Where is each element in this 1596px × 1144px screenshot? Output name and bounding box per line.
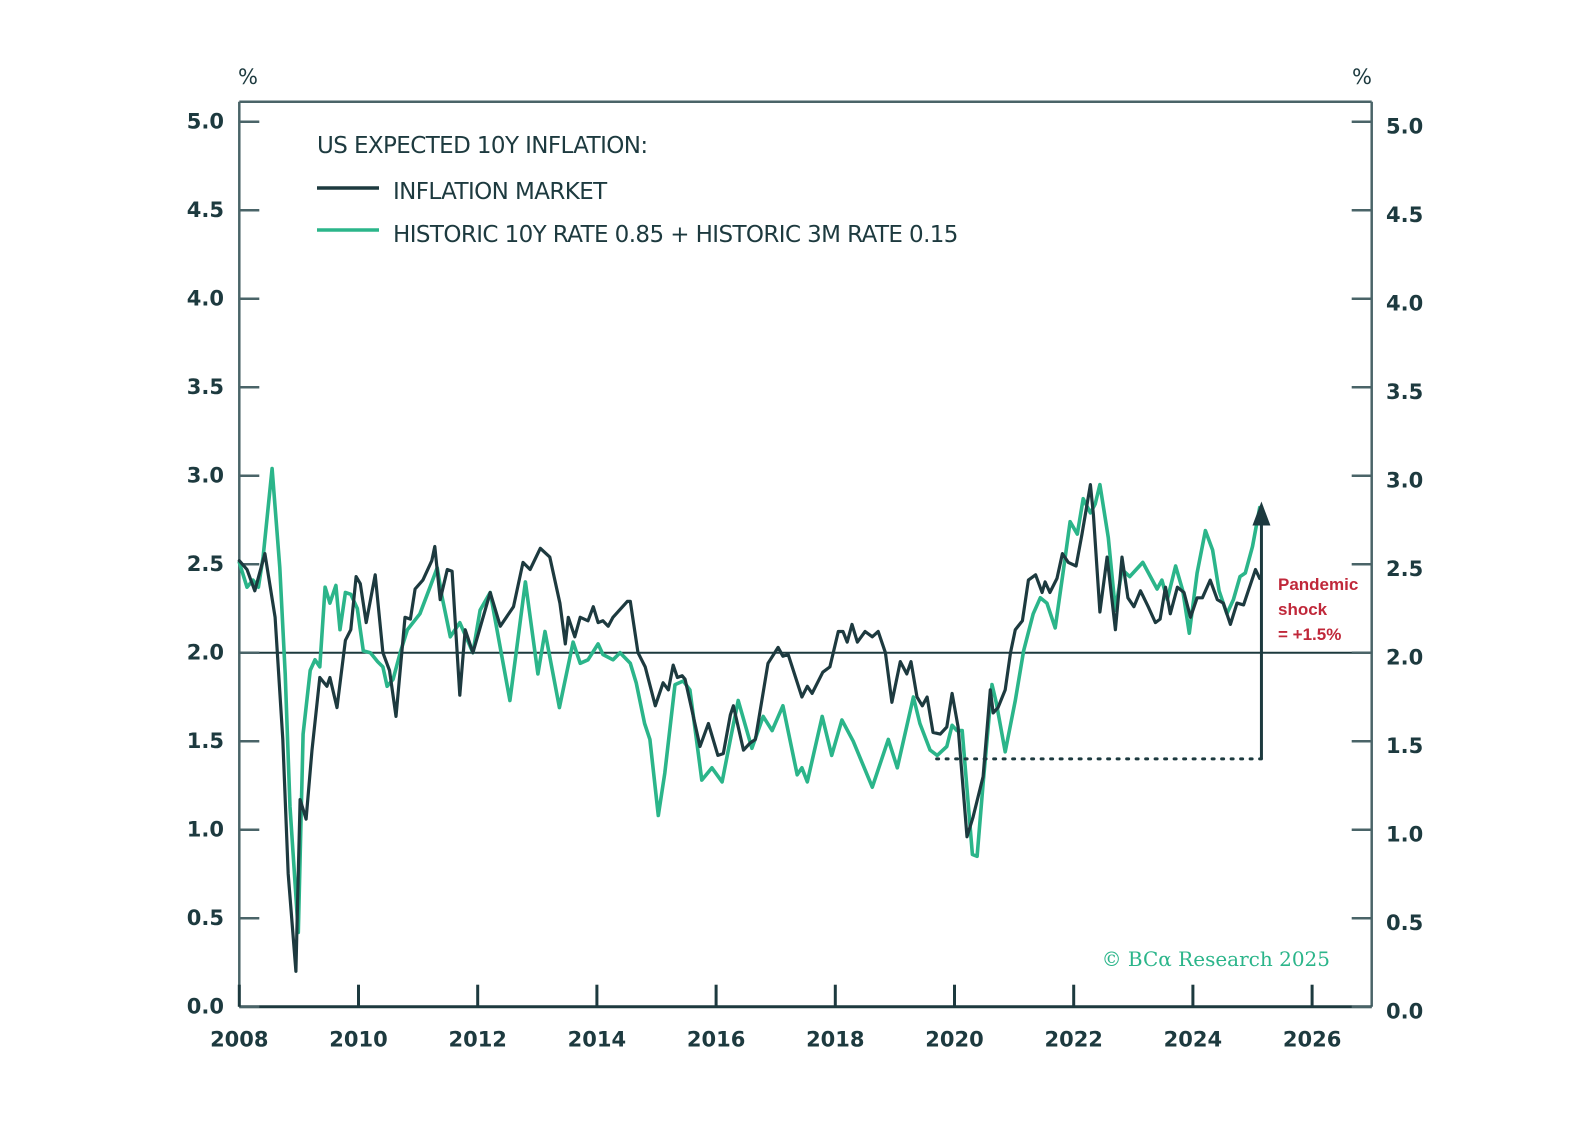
right-unit-label: % xyxy=(1352,65,1372,89)
x-tick-label: 2008 xyxy=(210,1028,268,1052)
arrow-up-icon xyxy=(1252,501,1271,526)
y-tick-label-left: 1.5 xyxy=(187,729,224,753)
x-tick-label: 2020 xyxy=(925,1028,983,1052)
y-tick-label-left: 5.0 xyxy=(187,110,224,134)
y-tick-label-left: 0.0 xyxy=(187,995,224,1019)
y-tick-label-right: 3.5 xyxy=(1386,380,1423,404)
y-tick-label-right: 2.5 xyxy=(1386,557,1423,581)
legend-label-inflation-market: INFLATION MARKET xyxy=(393,179,608,205)
x-tick-label: 2026 xyxy=(1283,1028,1341,1052)
series-layer xyxy=(237,466,1262,973)
x-tick-label: 2022 xyxy=(1044,1028,1102,1052)
x-tick-label: 2012 xyxy=(448,1028,506,1052)
y-tick-label-right: 3.0 xyxy=(1386,469,1423,493)
axes: 0.0 0.0 0.5 0.5 1.0 1.0 1.5 1.5 2.0 2.0 2.5 2.5 3.0 3… xyxy=(187,100,1423,1052)
y-tick-label-right: 0.0 xyxy=(1386,1000,1423,1024)
x-tick-label: 2010 xyxy=(329,1028,387,1052)
annotation-line-1: Pandemic xyxy=(1278,575,1358,594)
y-tick-label-right: 1.5 xyxy=(1386,734,1423,758)
y-tick-label-right: 5.0 xyxy=(1386,115,1423,139)
x-tick-label: 2024 xyxy=(1164,1028,1222,1052)
y-tick-label-right: 0.5 xyxy=(1386,911,1423,935)
y-tick-label-left: 2.0 xyxy=(187,641,224,665)
x-tick-label: 2016 xyxy=(687,1028,745,1052)
annotation-line-2: shock xyxy=(1278,600,1328,619)
y-tick-label-left: 2.5 xyxy=(187,552,224,576)
annotation-line-3: = +1.5% xyxy=(1278,625,1341,644)
legend-label-historic-rate: HISTORIC 10Y RATE 0.85 + HISTORIC 3M RAT… xyxy=(393,222,958,248)
y-tick-label-right: 2.0 xyxy=(1386,646,1423,670)
left-unit-label: % xyxy=(238,65,258,89)
y-tick-label-right: 1.0 xyxy=(1386,823,1423,847)
legend: US EXPECTED 10Y INFLATION: INFLATION MAR… xyxy=(317,133,958,248)
x-tick-label: 2018 xyxy=(806,1028,864,1052)
x-tick-label: 2014 xyxy=(568,1028,626,1052)
y-tick-label-left: 3.5 xyxy=(187,375,224,399)
y-tick-label-right: 4.0 xyxy=(1386,292,1423,316)
y-tick-label-left: 4.0 xyxy=(187,287,224,311)
y-tick-label-left: 4.5 xyxy=(187,198,224,222)
y-tick-label-right: 4.5 xyxy=(1386,203,1423,227)
series-line-inflation-market xyxy=(237,483,1262,973)
legend-title: US EXPECTED 10Y INFLATION: xyxy=(317,133,648,159)
copyright-notice: © BCα Research 2025 xyxy=(1102,947,1330,971)
y-tick-label-left: 0.5 xyxy=(187,906,224,930)
y-tick-label-left: 1.0 xyxy=(187,818,224,842)
y-tick-label-left: 3.0 xyxy=(187,464,224,488)
annotation-layer xyxy=(935,501,1271,761)
series-line-historic-rate xyxy=(237,466,1262,935)
